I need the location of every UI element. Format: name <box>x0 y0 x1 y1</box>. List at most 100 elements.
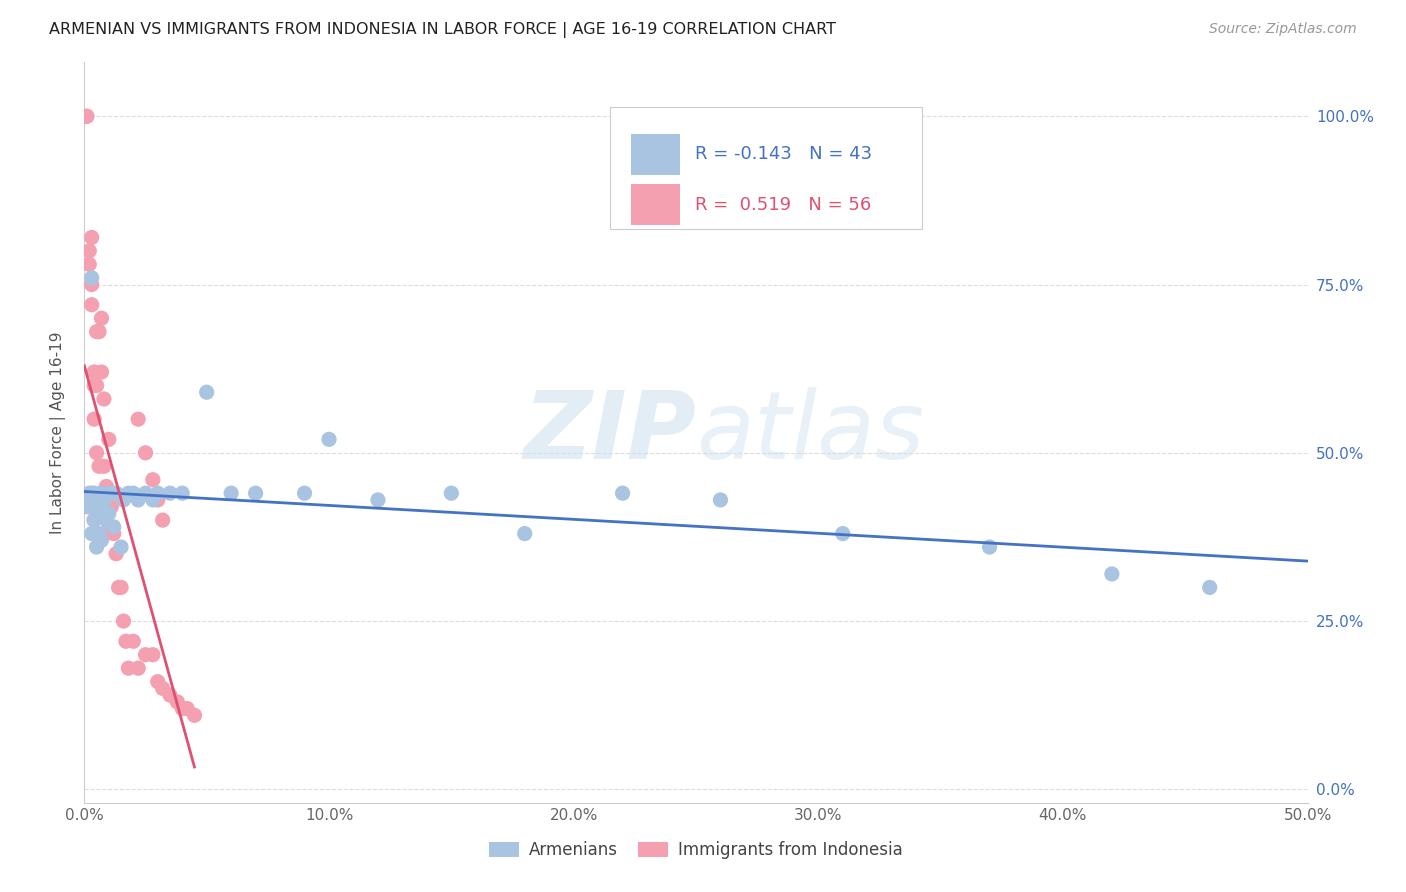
Point <box>83 378 105 392</box>
Point <box>100 486 122 500</box>
Point <box>127 661 149 675</box>
Point <box>86 540 108 554</box>
Point <box>90 533 112 548</box>
Point <box>107 581 129 595</box>
Text: ZIP: ZIP <box>523 386 696 479</box>
Point <box>86 378 108 392</box>
Text: R = -0.143   N = 43: R = -0.143 N = 43 <box>695 145 872 163</box>
Point <box>709 492 731 507</box>
Point <box>367 492 389 507</box>
Point <box>122 634 145 648</box>
Point <box>117 661 139 675</box>
Point <box>80 492 103 507</box>
Point <box>612 486 634 500</box>
Point <box>110 581 132 595</box>
Point <box>979 540 1001 554</box>
FancyBboxPatch shape <box>610 107 922 229</box>
Y-axis label: In Labor Force | Age 16-19: In Labor Force | Age 16-19 <box>49 331 66 534</box>
Point <box>135 486 157 500</box>
Point <box>176 701 198 715</box>
Point <box>127 492 149 507</box>
Point <box>112 614 135 628</box>
Point <box>80 500 103 514</box>
Point <box>80 492 103 507</box>
Point <box>166 695 188 709</box>
Point <box>110 540 132 554</box>
Point <box>135 648 157 662</box>
Point <box>152 513 174 527</box>
Point <box>93 492 115 507</box>
Point <box>80 486 103 500</box>
Point <box>83 412 105 426</box>
Point <box>96 479 118 493</box>
Point <box>219 486 242 500</box>
Point <box>87 459 110 474</box>
Point <box>159 688 181 702</box>
Point <box>97 507 120 521</box>
Point <box>87 526 110 541</box>
Point <box>93 459 115 474</box>
Point <box>97 433 120 447</box>
Point <box>77 486 100 500</box>
Point <box>87 325 110 339</box>
Point <box>77 500 100 514</box>
Text: Source: ZipAtlas.com: Source: ZipAtlas.com <box>1209 22 1357 37</box>
Point <box>103 526 125 541</box>
Point <box>115 634 138 648</box>
Point <box>172 701 194 715</box>
Point <box>83 513 105 527</box>
Point <box>90 486 112 500</box>
Point <box>152 681 174 696</box>
Point <box>93 392 115 406</box>
Point <box>80 230 103 244</box>
Point <box>117 486 139 500</box>
Point <box>245 486 267 500</box>
Point <box>87 507 110 521</box>
Point <box>142 648 165 662</box>
Point <box>97 486 120 500</box>
Point <box>172 486 194 500</box>
Point <box>90 486 112 500</box>
Point <box>83 365 105 379</box>
Point <box>105 547 128 561</box>
Point <box>76 109 98 123</box>
Text: atlas: atlas <box>696 387 924 478</box>
Point <box>142 473 165 487</box>
Point <box>83 486 105 500</box>
Point <box>112 492 135 507</box>
Point <box>80 270 103 285</box>
Point <box>87 500 110 514</box>
Point <box>86 325 108 339</box>
Legend: Armenians, Immigrants from Indonesia: Armenians, Immigrants from Indonesia <box>482 834 910 866</box>
Point <box>146 492 169 507</box>
Point <box>318 433 340 447</box>
Point <box>80 526 103 541</box>
Point <box>294 486 316 500</box>
FancyBboxPatch shape <box>631 134 681 175</box>
Text: R =  0.519   N = 56: R = 0.519 N = 56 <box>695 195 870 214</box>
Point <box>96 513 118 527</box>
Point <box>86 446 108 460</box>
Point <box>105 486 128 500</box>
Point <box>83 513 105 527</box>
Point <box>135 446 157 460</box>
Point <box>159 486 181 500</box>
Point <box>103 520 125 534</box>
Point <box>146 674 169 689</box>
Point <box>142 492 165 507</box>
Point <box>90 365 112 379</box>
Point <box>100 500 122 514</box>
Point <box>77 257 100 271</box>
Point <box>96 526 118 541</box>
Point <box>90 311 112 326</box>
Point <box>86 500 108 514</box>
Point <box>127 412 149 426</box>
Point <box>77 244 100 258</box>
Point <box>80 298 103 312</box>
Point <box>195 385 218 400</box>
Point <box>831 526 853 541</box>
Point <box>80 277 103 292</box>
FancyBboxPatch shape <box>631 185 681 225</box>
Point <box>76 500 98 514</box>
Point <box>86 492 108 507</box>
